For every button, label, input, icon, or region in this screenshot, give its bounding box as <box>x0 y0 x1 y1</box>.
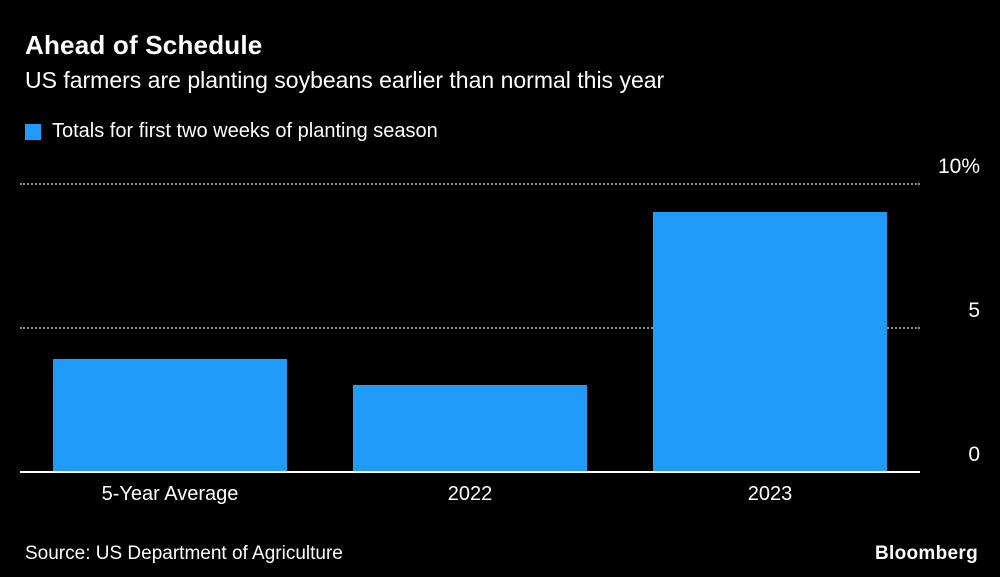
x-axis-tick-label: 2022 <box>447 483 493 505</box>
source-note: Source: US Department of Agriculture <box>25 543 343 564</box>
y-axis-tick-label: 5 <box>968 299 980 322</box>
x-axis-labels: 5-Year Average 2022 2023 <box>20 471 920 506</box>
legend-label: Totals for first two weeks of planting s… <box>52 120 438 142</box>
bar-chart: 10% 5 0 5-Year Average 2022 2023 <box>20 150 980 505</box>
bar-column <box>320 183 620 471</box>
x-axis-line <box>20 471 920 473</box>
y-axis-tick-label: 10% <box>937 155 980 178</box>
gridline <box>20 183 920 185</box>
plot-area: 10% 5 0 5-Year Average 2022 2023 <box>20 156 980 505</box>
bloomberg-logo: Bloomberg <box>875 543 978 564</box>
legend: Totals for first two weeks of planting s… <box>25 120 438 143</box>
bar-2022 <box>353 384 587 471</box>
x-axis-tick-label: 2023 <box>747 483 793 505</box>
bars-row <box>20 183 920 471</box>
legend-swatch-icon <box>25 123 41 140</box>
bar-5-year-average <box>53 358 287 471</box>
chart-title: Ahead of Schedule <box>25 30 263 60</box>
bar-2023 <box>653 211 887 471</box>
bar-column <box>20 183 320 471</box>
x-axis-tick-label: 5-Year Average <box>101 483 239 505</box>
chart-subtitle: US farmers are planting soybeans earlier… <box>25 67 665 93</box>
bar-column <box>620 183 920 471</box>
gridline <box>20 327 920 329</box>
y-axis-tick-label: 0 <box>968 443 980 466</box>
